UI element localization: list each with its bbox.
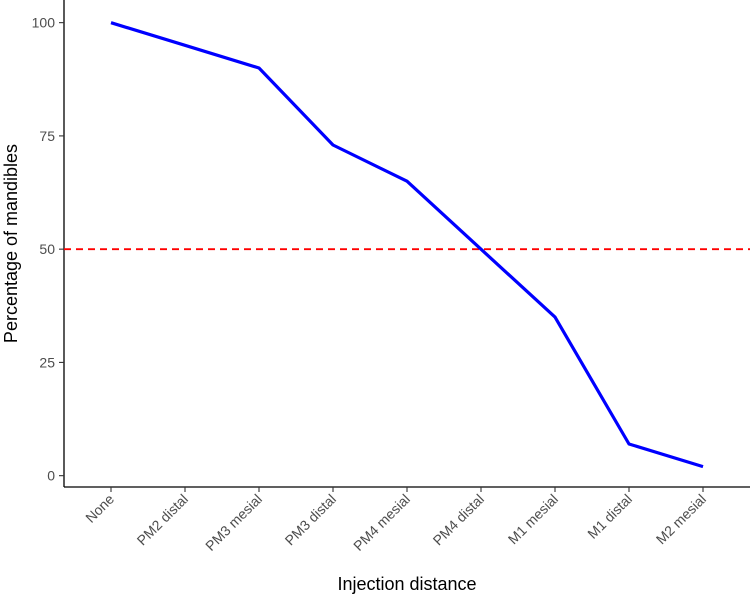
series-line	[110, 21, 704, 469]
x-tick-label: M2 mesial	[653, 491, 709, 547]
x-axis-title: Injection distance	[337, 574, 476, 594]
x-tick-label: None	[82, 491, 117, 526]
y-ticks: 0 25 50 75 100	[32, 15, 64, 484]
series-layer	[110, 21, 704, 469]
x-tick-label: M1 mesial	[505, 491, 561, 547]
y-tick-label: 25	[39, 354, 55, 370]
x-tick-label: PM4 mesial	[350, 491, 413, 554]
y-tick-label: 75	[39, 128, 55, 144]
x-tick-label: PM3 mesial	[202, 491, 265, 554]
y-tick-label: 50	[39, 241, 55, 257]
x-tick-label: PM3 distal	[282, 491, 340, 549]
y-tick-label: 100	[32, 15, 56, 31]
y-axis-title: Percentage of mandibles	[1, 144, 21, 343]
axes	[63, 0, 750, 488]
x-ticks: None PM2 distal PM3 mesial PM3 distal PM4 me…	[82, 487, 709, 554]
x-tick-label: PM4 distal	[430, 491, 488, 549]
y-tick-label: 0	[47, 468, 55, 484]
x-tick-label: PM2 distal	[134, 491, 192, 549]
x-tick-label: M1 distal	[584, 491, 635, 542]
